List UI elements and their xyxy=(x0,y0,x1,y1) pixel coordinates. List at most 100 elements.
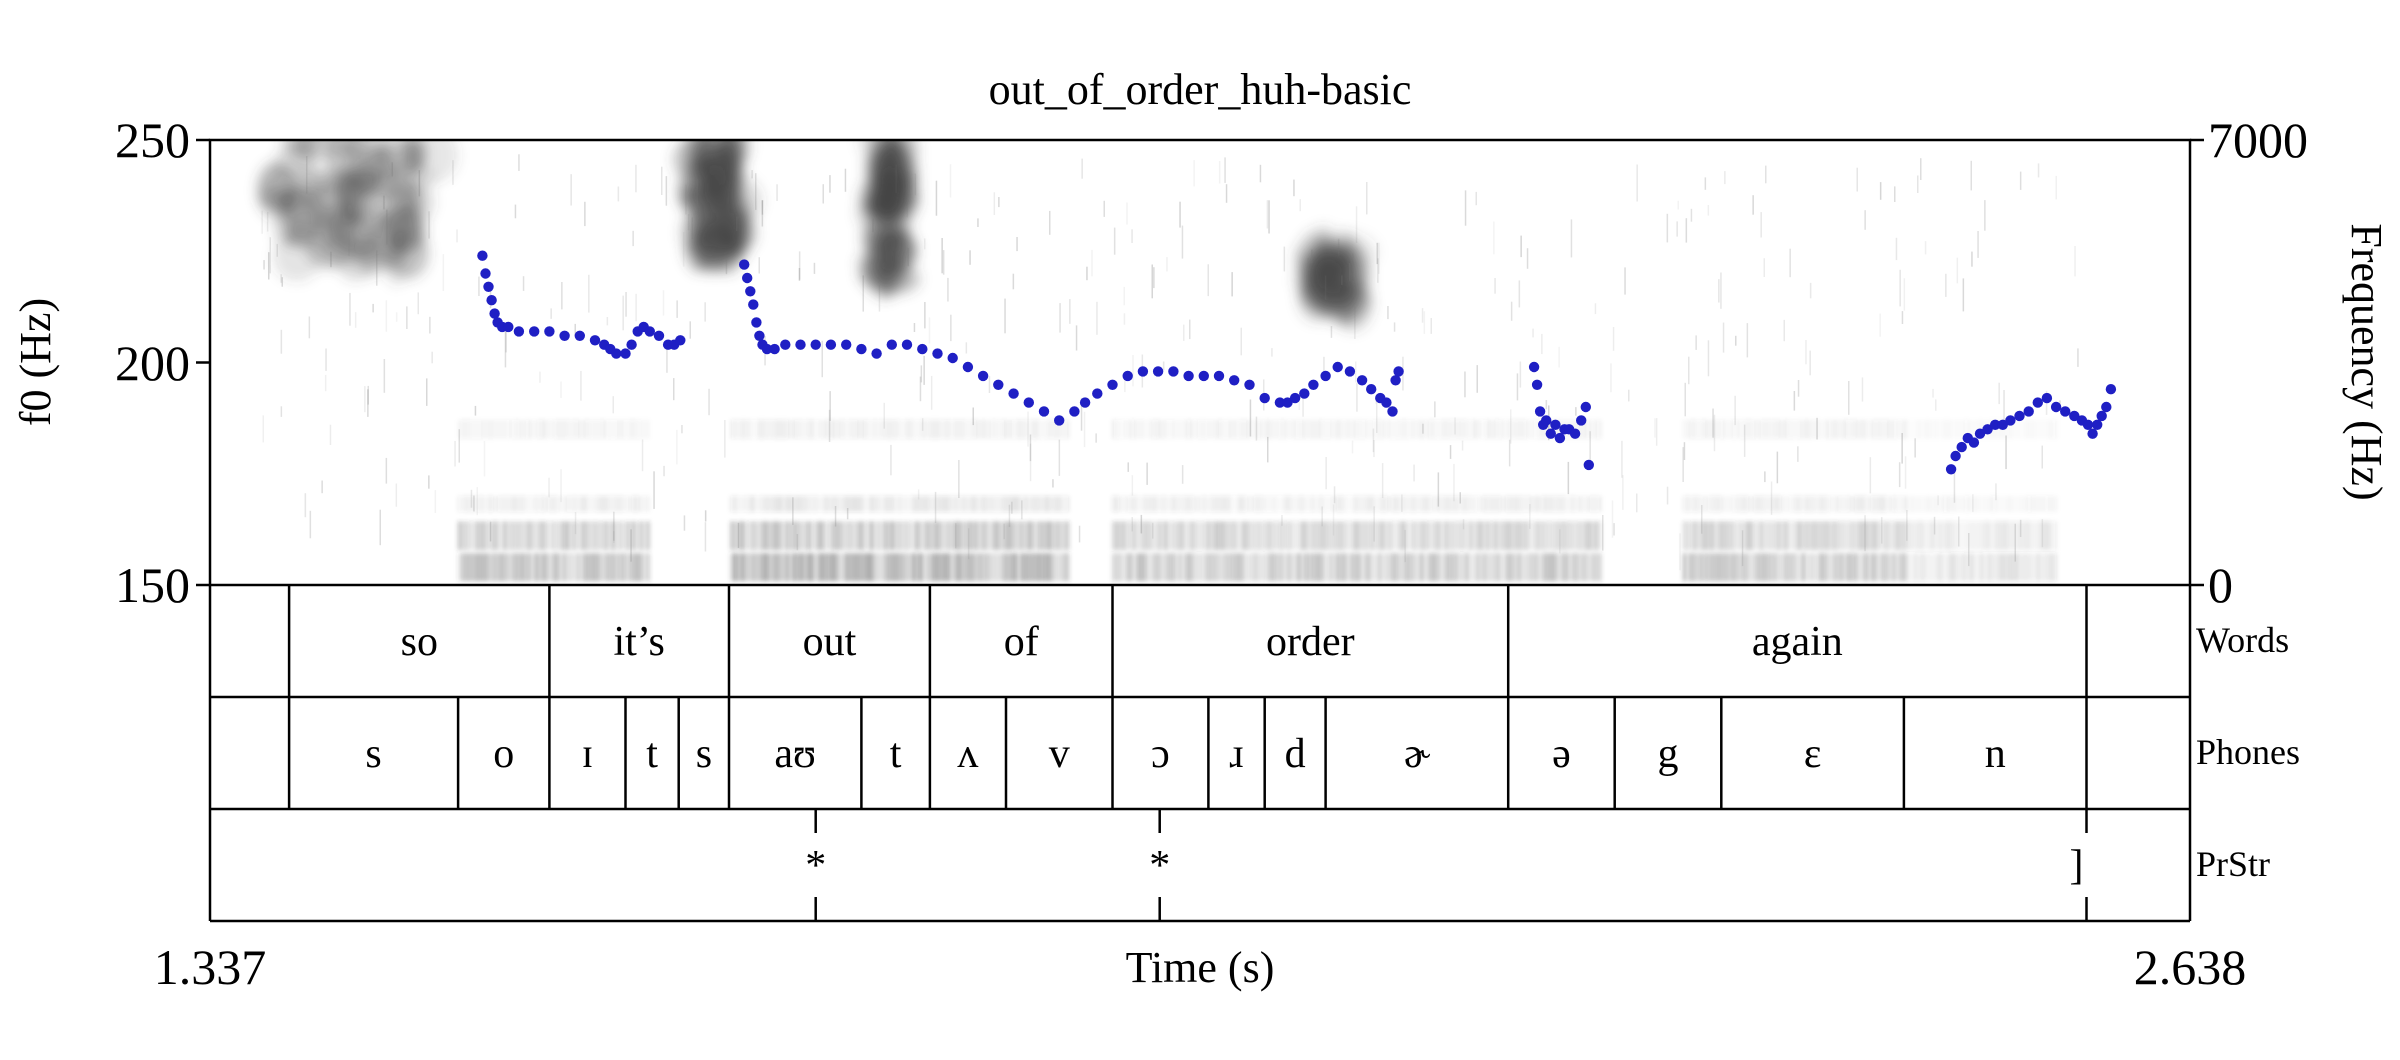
f0-point xyxy=(993,379,1004,390)
f0-point xyxy=(1168,366,1179,377)
f0-point xyxy=(2060,406,2071,417)
f0-point xyxy=(489,308,500,319)
f0-point xyxy=(1982,424,1993,435)
f0-point xyxy=(1990,419,2001,430)
f0-point xyxy=(1137,366,1149,377)
f0-point xyxy=(589,335,601,346)
f0-point xyxy=(486,295,497,306)
f0-point xyxy=(2105,384,2117,395)
f0-point xyxy=(1950,450,1961,462)
f0-point xyxy=(1198,370,1210,382)
prstr-label: * xyxy=(805,843,826,889)
f0-point xyxy=(1023,397,1034,408)
tier-phones: s o ɪ t s aʊ t ʌ v ɔ ɹ d ɚ ə g ɛ n xyxy=(287,697,2088,809)
f0-point xyxy=(795,339,806,350)
f0-point xyxy=(1344,366,1356,377)
f0-point xyxy=(1289,392,1301,404)
phone-label: v xyxy=(1049,731,1070,777)
phone-label: s xyxy=(365,731,381,777)
y-right-label: Frequency (Hz) xyxy=(2342,223,2391,500)
f0-point xyxy=(1092,388,1103,399)
tier-words: so it’s out of order again xyxy=(287,585,2088,697)
f0-point xyxy=(1968,437,1980,448)
word-label: out xyxy=(803,619,857,665)
spectrogram xyxy=(256,140,2079,582)
plot-frame xyxy=(208,138,2192,587)
phone-label: t xyxy=(646,731,658,777)
f0-point xyxy=(2096,410,2107,422)
f0-point xyxy=(529,326,540,337)
f0-point xyxy=(483,281,494,292)
f0-point xyxy=(1259,392,1270,404)
phone-label: ɔ xyxy=(1151,731,1170,777)
word-label: it’s xyxy=(614,619,665,665)
f0-point xyxy=(1393,366,1404,377)
phone-label: ʌ xyxy=(957,731,978,777)
f0-point xyxy=(1069,406,1080,417)
phone-label: ɛ xyxy=(1804,731,1822,777)
y-left-tick-200: 200 xyxy=(115,335,190,391)
f0-track xyxy=(477,250,2117,475)
right-axis: 7000 0 Frequency (Hz) xyxy=(2190,112,2391,613)
prstr-label: * xyxy=(1149,843,1170,889)
f0-point xyxy=(761,343,773,355)
f0-point xyxy=(1531,379,1543,390)
f0-point xyxy=(675,335,686,346)
f0-point xyxy=(825,339,837,350)
x-axis-label: Time (s) xyxy=(1126,943,1275,992)
f0-point xyxy=(480,268,491,279)
f0-point xyxy=(1213,370,1225,382)
f0-point xyxy=(871,348,882,359)
f0-point xyxy=(856,343,867,355)
f0-point xyxy=(1356,375,1368,386)
f0-point xyxy=(1299,388,1310,399)
f0-point xyxy=(962,361,974,373)
y-right-tick-7000: 7000 xyxy=(2208,112,2308,168)
f0-point xyxy=(754,330,765,341)
phone-label: ə xyxy=(1552,731,1571,777)
f0-point xyxy=(1554,432,1566,444)
tier-name-phones: Phones xyxy=(2196,732,2300,772)
phone-label: n xyxy=(1985,731,2006,777)
f0-point xyxy=(977,370,989,382)
f0-point xyxy=(2023,406,2034,417)
f0-point xyxy=(1308,379,1319,390)
f0-point xyxy=(1244,379,1255,390)
f0-point xyxy=(1576,415,1587,426)
f0-point xyxy=(1541,415,1552,426)
phone-label: ɚ xyxy=(1404,731,1431,777)
f0-point xyxy=(2014,410,2025,422)
word-label: of xyxy=(1004,619,1039,665)
f0-point xyxy=(611,348,622,359)
f0-point xyxy=(2092,419,2103,430)
f0-point xyxy=(739,259,750,270)
f0-point xyxy=(1956,441,1967,453)
f0-point xyxy=(1545,428,1557,439)
f0-point xyxy=(477,250,488,261)
f0-point xyxy=(1569,428,1581,439)
f0-point xyxy=(1282,397,1293,408)
f0-point xyxy=(1997,419,2009,430)
f0-point xyxy=(1381,397,1392,408)
f0-point xyxy=(932,348,943,359)
y-left-label: f0 (Hz) xyxy=(11,298,60,426)
f0-point xyxy=(810,339,821,350)
f0-point xyxy=(2082,419,2094,430)
f0-point xyxy=(1550,419,1561,430)
f0-point xyxy=(1054,415,1065,426)
f0-point xyxy=(1580,401,1592,413)
f0-point xyxy=(886,339,897,350)
f0-point xyxy=(644,326,655,337)
f0-point xyxy=(1152,366,1164,377)
f0-point xyxy=(1038,406,1050,417)
f0-point xyxy=(2101,401,2112,413)
f0-point xyxy=(780,339,791,350)
tier-prstr: * *] xyxy=(805,809,2088,921)
f0-point xyxy=(917,343,928,355)
f0-point xyxy=(2050,401,2062,413)
f0-point xyxy=(1534,406,1546,417)
phone-label: o xyxy=(493,731,514,777)
f0-point xyxy=(1583,459,1595,471)
f0-point xyxy=(513,326,525,337)
